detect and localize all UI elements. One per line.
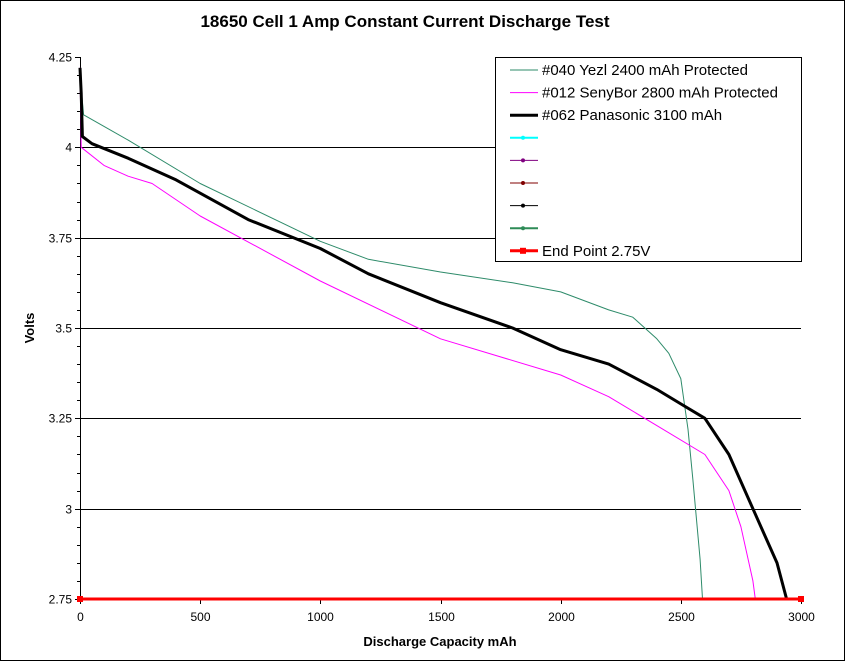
x-tick-label: 0 [77,610,84,624]
legend-marker [521,158,525,163]
y-axis-title: Volts [22,313,37,344]
x-tick-label: 3000 [788,610,815,624]
y-tick-label: 2.75 [49,593,73,607]
series-line [78,67,789,600]
series-line [79,67,756,600]
legend-marker [521,226,525,231]
legend-label: #012 SenyBor 2800 mAh Protected [542,85,778,102]
x-tick-label: 500 [190,610,210,624]
legend-marker [521,135,525,140]
legend-marker [521,203,525,208]
series-line [79,75,703,600]
y-tick-label: 4 [65,141,72,155]
legend-label: End Point 2.75V [542,243,650,260]
chart-title: 18650 Cell 1 Amp Constant Current Discha… [200,12,609,31]
legend-marker [520,247,526,254]
legend-marker [521,181,525,185]
legend-box [495,57,802,262]
legend-label: #040 Yezl 2400 mAh Protected [542,62,748,79]
y-tick-label: 3.5 [55,322,72,336]
y-tick-label: 3.75 [49,232,73,246]
x-tick-label: 1000 [307,610,334,624]
x-axis-title: Discharge Capacity mAh [363,634,516,649]
legend: #040 Yezl 2400 mAh Protected #012 SenyBor… [495,57,802,262]
end-point-marker [798,596,804,602]
legend-label: #062 Panasonic 3100 mAh [542,107,722,124]
x-tick-label: 2500 [668,610,695,624]
y-tick-label: 3 [65,503,72,517]
x-tick-label: 1500 [428,610,455,624]
x-tick-label: 2000 [548,610,575,624]
y-tick-label: 3.25 [49,412,73,426]
end-point-marker [77,596,83,602]
y-tick-label: 4.25 [49,51,73,65]
